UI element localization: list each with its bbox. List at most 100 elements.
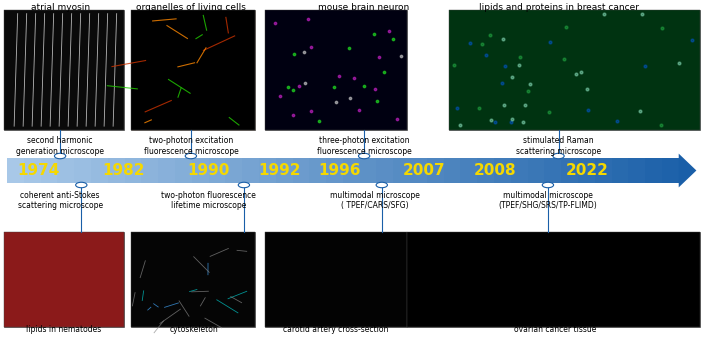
Bar <box>175 158 192 183</box>
Text: carotid artery cross-section: carotid artery cross-section <box>283 325 389 334</box>
Text: second harmonic
generation microscope: second harmonic generation microscope <box>16 136 104 156</box>
Point <box>641 119 653 124</box>
Point <box>290 16 301 22</box>
Point <box>631 50 642 55</box>
Bar <box>192 158 209 183</box>
Text: 1974: 1974 <box>18 163 60 178</box>
Bar <box>410 158 428 183</box>
Point <box>385 79 397 85</box>
Bar <box>24 158 41 183</box>
Point <box>368 44 380 49</box>
Circle shape <box>376 182 387 188</box>
Circle shape <box>76 182 87 188</box>
Point <box>636 16 648 21</box>
Point <box>677 106 688 112</box>
Text: 2022: 2022 <box>566 163 608 178</box>
Point <box>290 123 301 128</box>
Bar <box>376 158 394 183</box>
Bar <box>57 158 75 183</box>
Point <box>500 59 511 64</box>
Point <box>491 72 503 78</box>
Bar <box>629 158 646 183</box>
Point <box>583 59 594 64</box>
Text: coherent anti-Stokes
scattering microscope: coherent anti-Stokes scattering microsco… <box>18 191 103 210</box>
Point <box>558 46 569 51</box>
FancyBboxPatch shape <box>343 158 665 183</box>
FancyBboxPatch shape <box>7 158 343 183</box>
Bar <box>209 158 226 183</box>
Point <box>271 71 283 77</box>
FancyBboxPatch shape <box>131 10 255 130</box>
Bar <box>449 10 700 130</box>
Bar <box>131 232 255 327</box>
Point <box>392 57 403 62</box>
Point <box>327 21 338 26</box>
Circle shape <box>238 182 250 188</box>
Bar <box>645 158 662 183</box>
Bar <box>226 158 243 183</box>
Point <box>675 108 686 114</box>
Bar <box>74 158 92 183</box>
Bar <box>612 158 629 183</box>
Point <box>292 46 303 52</box>
Bar <box>40 158 58 183</box>
Point <box>515 14 527 19</box>
Text: organelles of living cells: organelles of living cells <box>136 3 246 12</box>
Bar <box>141 158 159 183</box>
Bar <box>343 158 361 183</box>
Text: stimulated Raman
scattering microscope: stimulated Raman scattering microscope <box>516 136 601 156</box>
Text: 2007: 2007 <box>403 163 445 178</box>
Bar <box>443 158 461 183</box>
Bar <box>265 10 407 130</box>
Bar <box>309 158 327 183</box>
Bar <box>407 232 700 327</box>
Point <box>658 12 670 17</box>
Bar <box>158 158 175 183</box>
FancyBboxPatch shape <box>407 232 700 327</box>
Point <box>273 75 284 80</box>
Bar <box>107 158 125 183</box>
Point <box>272 41 284 47</box>
Bar <box>91 158 109 183</box>
Polygon shape <box>679 153 696 188</box>
Text: 2008: 2008 <box>474 163 516 178</box>
Text: atrial myosin: atrial myosin <box>30 3 90 12</box>
Point <box>638 58 650 63</box>
Text: 1990: 1990 <box>187 163 230 178</box>
Point <box>337 57 348 62</box>
Point <box>375 55 386 60</box>
Point <box>665 117 677 123</box>
Text: two-photon fluorescence
lifetime microscope: two-photon fluorescence lifetime microsc… <box>161 191 256 210</box>
FancyBboxPatch shape <box>4 10 124 130</box>
Point <box>299 58 310 63</box>
Point <box>466 11 477 17</box>
Point <box>286 49 297 54</box>
Bar <box>460 158 478 183</box>
Text: 1996: 1996 <box>318 163 361 178</box>
Bar <box>259 158 276 183</box>
Point <box>289 80 300 86</box>
Bar <box>242 158 259 183</box>
FancyBboxPatch shape <box>449 10 700 130</box>
Bar <box>326 158 344 183</box>
Bar <box>265 232 407 327</box>
Point <box>319 23 330 29</box>
Text: lipids and proteins in breast cancer: lipids and proteins in breast cancer <box>479 3 638 12</box>
Point <box>633 61 644 66</box>
Bar <box>544 158 562 183</box>
Point <box>644 52 655 57</box>
Point <box>566 103 578 109</box>
Point <box>342 29 354 35</box>
Point <box>338 25 349 30</box>
Point <box>392 55 404 60</box>
Bar <box>293 158 310 183</box>
Point <box>367 11 378 17</box>
Bar <box>393 158 411 183</box>
Text: ovarian cancer tissue: ovarian cancer tissue <box>514 325 596 334</box>
Bar <box>124 158 142 183</box>
Point <box>472 56 484 61</box>
Point <box>385 84 397 90</box>
Text: 1992: 1992 <box>258 163 300 178</box>
Point <box>265 50 276 56</box>
Point <box>503 67 515 73</box>
